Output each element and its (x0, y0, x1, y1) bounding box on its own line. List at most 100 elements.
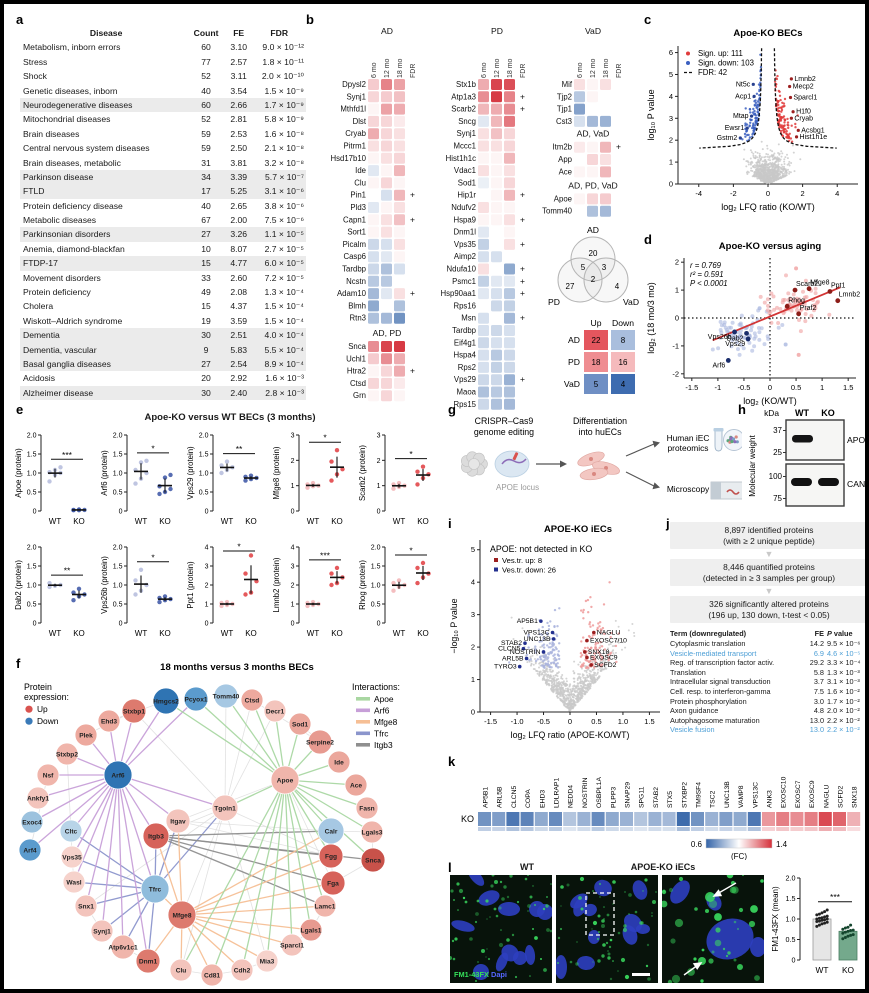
legend-item: Ves.tr. down: 26 (502, 566, 556, 575)
gene-label: CLCN5 (511, 785, 518, 808)
canx-band-wt (791, 478, 812, 486)
heatmap-cell (587, 103, 598, 115)
heatmap-cell (394, 79, 405, 90)
dot-plot: 0 0.5 1.0 1.5 2.0 Dab2 (protein) ** WT KO (14, 545, 87, 638)
gene-label: Dpysl2 (342, 80, 366, 89)
svg-text:1.5: 1.5 (786, 894, 796, 903)
data-point (305, 485, 310, 490)
network-edge (251, 699, 286, 781)
heatmap-cell (491, 238, 502, 250)
network-node-label: Plek (79, 732, 93, 739)
gene-callout: ARL5B (502, 655, 524, 662)
network-node (74, 894, 98, 918)
network-node-label: Ctsd (245, 697, 260, 704)
heatmap-cell (574, 79, 585, 90)
heatmap-cell (478, 349, 489, 361)
heatmap-cell (504, 386, 515, 398)
proteomics-flowchart: 8,897 identified proteins (with ≥ 2 uniqu… (670, 522, 865, 760)
svg-text:1: 1 (471, 675, 475, 684)
volcano-i: APOE-KO iECs 0 1 2 3 4 5 -1.5 -1.0 -0.5 0 0.5 1.0 1.5… (449, 524, 660, 740)
y-axis-label: Arf6 (protein) (100, 450, 109, 496)
heatmap-col-header: 12 mo (384, 58, 391, 78)
network-node (103, 760, 133, 790)
table-row: Anemia, diamond-blackfan 10 8.07 2.7 × 10⁻⁵ (23, 243, 304, 254)
venn-diagram: AD PD VaD 205 32 27 4 (548, 225, 639, 307)
heatmap-cell (504, 226, 515, 238)
network-node-label: Synj1 (93, 928, 111, 935)
gene-callout: Vps26b (708, 334, 732, 341)
network-node (167, 900, 197, 930)
table-header: Disease Count FE FDR (89, 28, 289, 38)
network-node (299, 918, 323, 942)
svg-text:KO: KO (159, 629, 171, 638)
network-node (313, 894, 337, 918)
heatmap-cell (504, 214, 515, 226)
heatmap-cell (804, 812, 818, 826)
svg-text:8: 8 (621, 336, 626, 345)
network-node-label: Clu (176, 967, 187, 974)
network-node (36, 763, 60, 787)
data-point (219, 463, 224, 468)
gene-label: Casp6 (343, 252, 366, 261)
flow-box: 8,446 quantified proteins (detected in ≥ … (670, 559, 865, 586)
table-row: Brain diseases, metabolic 31 3.81 3.2 × 10⁻… (23, 157, 304, 168)
network-node (230, 958, 254, 982)
network-node (255, 949, 279, 973)
gene-callout: Lmnb2 (794, 76, 816, 83)
svg-text:0: 0 (568, 717, 572, 726)
y-axis-label: Molecular weight (748, 435, 757, 497)
svg-text:1.5: 1.5 (371, 564, 381, 571)
go-term-row: Intracellular signal transduction 3.7 3.1 … (670, 677, 860, 687)
micrograph (555, 875, 658, 983)
heatmap-cell (491, 398, 502, 410)
heatmap-cell (504, 361, 515, 373)
network-edge (101, 774, 119, 932)
gene-label: Eif4g1 (454, 338, 476, 347)
gene-callout: STAB2 (501, 640, 522, 647)
significance: * (323, 433, 327, 443)
heatmap-cell (504, 300, 515, 312)
svg-text:3: 3 (669, 114, 673, 123)
heatmap-cell (381, 140, 392, 152)
heatmap-cell (368, 128, 379, 140)
go-term-row: Reg. of transcription factor activ. 29.2 3… (670, 658, 861, 668)
heatmap-cell (504, 374, 515, 386)
heatmap-cell (504, 165, 515, 177)
heatmap-cell (478, 386, 489, 398)
heatmap-cell (762, 812, 775, 826)
heatmap-cell (478, 374, 489, 386)
network-node (55, 742, 79, 766)
network-edge (284, 779, 293, 946)
svg-text:0: 0 (377, 621, 381, 628)
heatmap-cell (587, 205, 598, 217)
heatmap-cell (381, 202, 392, 213)
network-edge (195, 698, 286, 781)
svg-text:Tfrc: Tfrc (374, 729, 388, 739)
fc-heatmap-row: KO AP5B1 ARL5B CLCN5 COPA EHD3 LDLRAP1 NEDD4 NOS… (448, 760, 865, 861)
svg-text:1.5: 1.5 (644, 717, 654, 726)
locus-label: APOE locus (496, 483, 539, 492)
data-point (248, 553, 254, 558)
table-row: Parkinsonian disorders 27 3.26 1.1 × 10⁻⁵ (20, 227, 306, 242)
svg-text:3: 3 (602, 263, 607, 272)
heatmap-col-header: 12 mo (494, 58, 501, 78)
heatmap-cell (504, 152, 515, 164)
network-edge (71, 856, 156, 890)
heatmap-cell (368, 312, 379, 324)
svg-text:1: 1 (291, 483, 295, 490)
network-edge (181, 914, 268, 962)
heatmap-cell (491, 349, 502, 361)
svg-text:100: 100 (769, 472, 783, 481)
step2-label: Differentiation (573, 416, 627, 426)
heatmap-cell (381, 263, 392, 275)
svg-text:4: 4 (669, 92, 673, 101)
network-node-label: Mfge8 (172, 912, 191, 919)
data-point (162, 594, 168, 599)
svg-text:1.0: 1.0 (113, 583, 123, 590)
gene-callout: Mfge8 (810, 280, 830, 287)
network-edge (117, 774, 149, 962)
svg-text:4: 4 (471, 578, 475, 587)
heatmap-cell (478, 812, 491, 826)
kda-label: kDa (764, 408, 779, 418)
heatmap-cell (381, 79, 392, 90)
